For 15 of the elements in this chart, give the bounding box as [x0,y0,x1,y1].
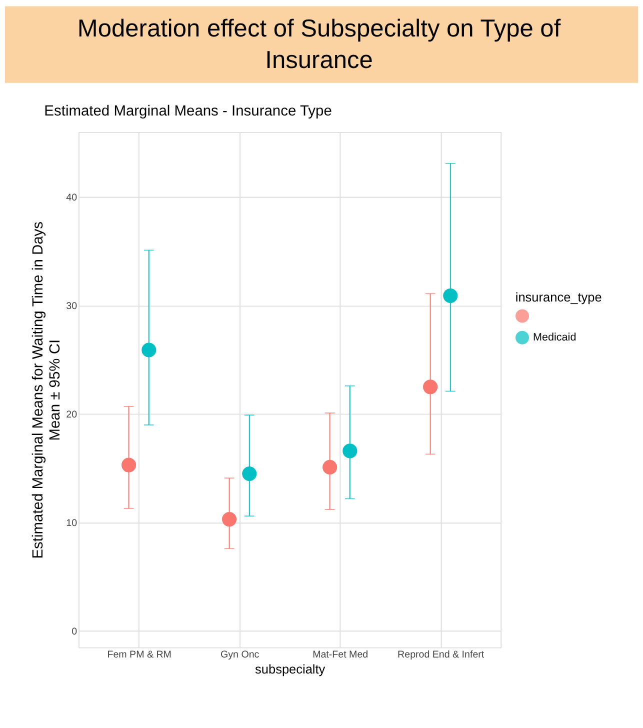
y-axis-title: Estimated Marginal Means for Waiting Time in Days Mean ± 95% CI [30,221,64,559]
y-tick-label: 30 [66,300,78,312]
chart-subtitle: Estimated Marginal Means - Insurance Type [44,103,332,120]
x-tick-label: Gyn Onc [220,650,260,661]
x-tick-label: Fem PM & RM [107,650,172,661]
x-tick-label: Reprod End & Infert [398,650,484,661]
y-tick-label: 0 [72,626,78,638]
chart-title: Moderation effect of Subspecialty on Type of Insurance [77,16,561,74]
y-tick-label: 20 [66,409,78,420]
legend-label: Medicaid [533,332,576,344]
y-tick-label: 40 [66,192,78,204]
legend-title: insurance_type [515,289,602,304]
x-tick-label: Mat-Fet Med [312,650,368,661]
x-axis-title: subspecialty [255,661,326,676]
y-tick-label: 10 [66,518,78,529]
